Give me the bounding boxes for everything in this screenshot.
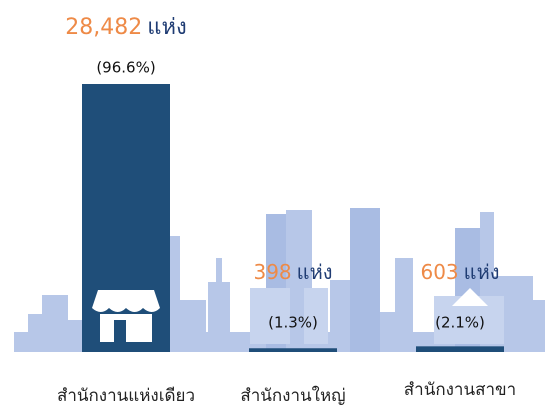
bar	[416, 346, 504, 352]
value-number: 28,482	[65, 15, 142, 40]
value-number: 603	[420, 260, 458, 284]
value-number: 398	[253, 260, 291, 284]
value-label: 603 แห่ง	[420, 260, 499, 284]
bar	[82, 84, 170, 352]
category-label: สำนักงานสาขา	[404, 380, 516, 400]
category-label: สำนักงานใหญ่	[240, 385, 345, 406]
category-label: สำนักงานแห่งเดียว	[57, 386, 195, 406]
bar	[249, 348, 337, 352]
share-label: (2.1%)	[435, 314, 485, 332]
icons	[250, 288, 504, 344]
store-awning	[92, 290, 160, 312]
value-unit: แห่ง	[297, 260, 333, 284]
value-label: 28,482 แห่ง	[65, 15, 186, 40]
store-icon	[92, 290, 160, 342]
skyline	[14, 208, 545, 352]
store-body	[100, 314, 152, 342]
share-label: (96.6%)	[96, 59, 155, 77]
share-label: (1.3%)	[268, 314, 318, 332]
value-label: 398 แห่ง	[253, 260, 332, 284]
value-unit: แห่ง	[147, 15, 186, 40]
value-unit: แห่ง	[464, 260, 500, 284]
